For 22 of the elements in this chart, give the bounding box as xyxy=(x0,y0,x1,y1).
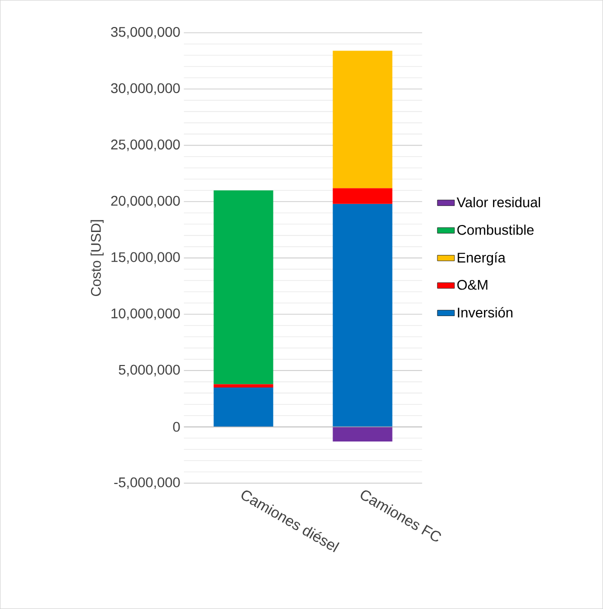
legend-label: Inversión xyxy=(458,307,512,318)
y-tick-label: 35,000,000 xyxy=(111,26,180,38)
legend-label: Valor residual xyxy=(456,197,540,208)
bar xyxy=(214,387,274,427)
y-tick-label: 15,000,000 xyxy=(112,252,180,264)
bar xyxy=(332,188,392,204)
bar xyxy=(214,190,274,384)
y-tick-label: -5,000,000 xyxy=(114,477,180,489)
y-tick-label: 0 xyxy=(173,422,180,432)
legend-label: Energía xyxy=(458,252,506,266)
y-axis-title: Costo [USD] xyxy=(90,220,104,296)
bar xyxy=(214,384,274,388)
y-tick-label: 10,000,000 xyxy=(112,308,180,320)
bar xyxy=(332,50,392,188)
bar xyxy=(332,204,392,427)
y-tick-label: 20,000,000 xyxy=(111,196,180,208)
legend-label: Combustible xyxy=(457,224,534,235)
bar xyxy=(332,426,392,442)
y-tick-label: 5,000,000 xyxy=(118,364,180,376)
y-tick-label: 30,000,000 xyxy=(111,83,180,95)
legend-label: O&M xyxy=(457,280,488,290)
y-tick-label: 25,000,000 xyxy=(111,140,180,152)
